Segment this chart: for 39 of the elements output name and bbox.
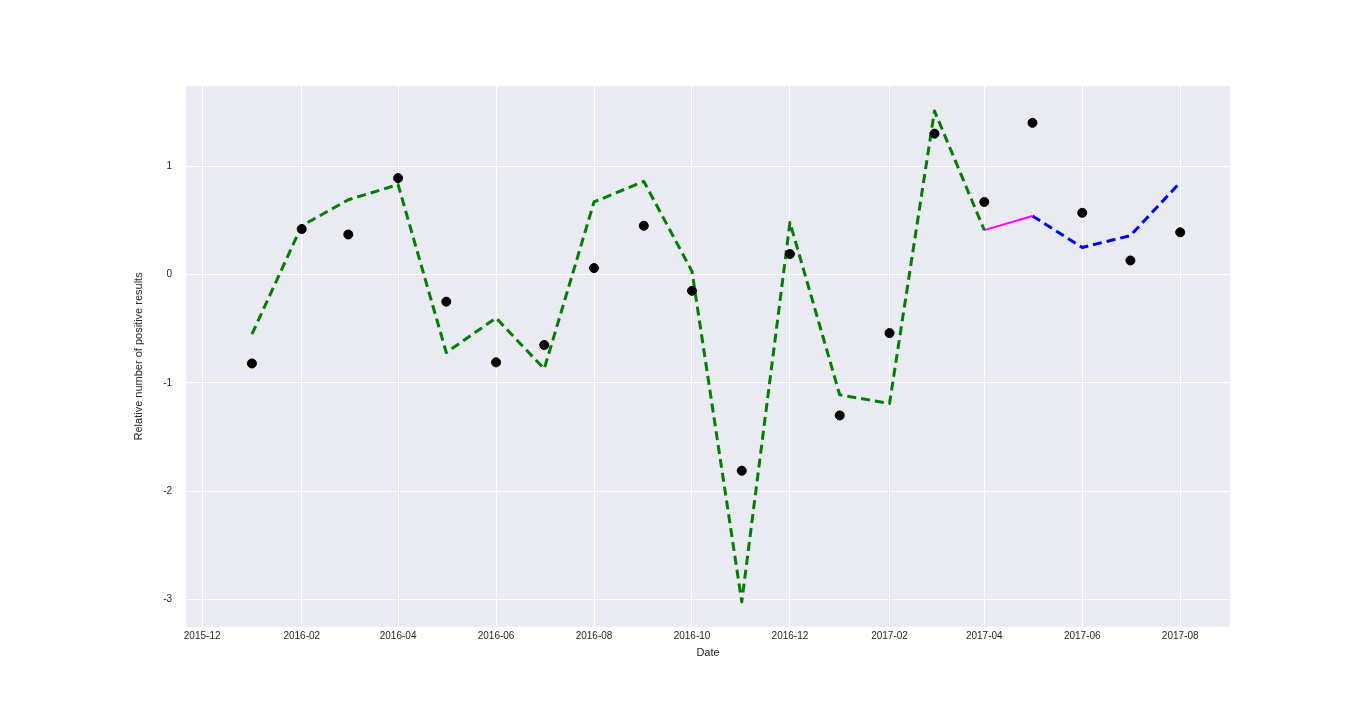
x-tick-label: 2016-02 bbox=[283, 629, 321, 641]
x-tick-label: 2017-02 bbox=[871, 629, 909, 641]
x-tick-label: 2015-12 bbox=[183, 629, 221, 641]
point bbox=[441, 296, 452, 307]
point bbox=[784, 248, 795, 259]
y-tick-label: -3 bbox=[163, 593, 173, 605]
point bbox=[736, 465, 747, 476]
point bbox=[491, 357, 502, 368]
point bbox=[539, 340, 550, 351]
y-tick-label: 0 bbox=[166, 268, 173, 280]
point bbox=[296, 224, 307, 235]
y-tick-label: 1 bbox=[166, 159, 173, 171]
point bbox=[638, 220, 649, 231]
point bbox=[834, 410, 845, 421]
point bbox=[686, 285, 697, 296]
x-tick-label: 2017-04 bbox=[965, 629, 1004, 641]
point bbox=[343, 229, 354, 240]
y-tick-label: -1 bbox=[163, 376, 173, 388]
point bbox=[1175, 227, 1186, 238]
y-tick-label: -2 bbox=[163, 485, 173, 497]
x-tick-label: 2017-08 bbox=[1161, 629, 1199, 641]
point bbox=[884, 328, 895, 339]
y-axis-title: Relative number of positive results bbox=[131, 271, 144, 441]
line-series bbox=[250, 109, 986, 604]
x-axis-title: Date bbox=[696, 646, 720, 659]
x-tick-label: 2017-06 bbox=[1063, 629, 1102, 641]
point bbox=[929, 128, 940, 139]
point bbox=[979, 196, 990, 207]
point bbox=[589, 263, 600, 274]
x-tick-label: 2016-12 bbox=[771, 629, 809, 641]
x-tick-label: 2016-04 bbox=[379, 629, 417, 641]
point bbox=[246, 358, 257, 369]
point bbox=[1077, 207, 1088, 218]
x-tick-label: 2016-08 bbox=[575, 629, 613, 641]
point bbox=[1125, 255, 1136, 266]
point bbox=[1027, 117, 1038, 128]
point bbox=[393, 173, 404, 184]
x-tick-label: 2016-06 bbox=[477, 629, 515, 641]
x-tick-label: 2016-10 bbox=[673, 629, 711, 641]
